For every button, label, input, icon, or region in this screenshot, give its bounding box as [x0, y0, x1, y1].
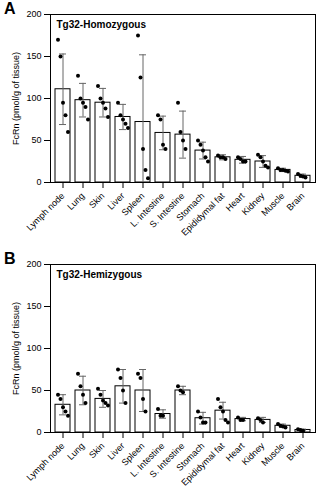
svg-text:Liver: Liver: [105, 440, 127, 462]
svg-text:S. Intestine: S. Intestine: [147, 440, 187, 480]
svg-text:Muscle: Muscle: [259, 191, 286, 218]
svg-text:50: 50: [31, 135, 41, 145]
svg-text:Stomach: Stomach: [174, 440, 207, 473]
svg-text:50: 50: [31, 385, 41, 395]
svg-text:Heart: Heart: [223, 190, 247, 214]
svg-text:Epididymal fat: Epididymal fat: [179, 190, 226, 237]
svg-text:Kidney: Kidney: [239, 190, 267, 218]
svg-text:Heart: Heart: [223, 440, 247, 464]
svg-text:Spleen: Spleen: [119, 440, 147, 468]
svg-text:FcRn (pmol/g of tissue): FcRn (pmol/g of tissue): [11, 52, 21, 145]
svg-text:Muscle: Muscle: [259, 441, 286, 468]
svg-text:Tg32-Hemizygous: Tg32-Hemizygous: [57, 269, 143, 280]
svg-text:S. Intestine: S. Intestine: [147, 190, 187, 230]
svg-text:Lung: Lung: [65, 191, 86, 212]
svg-text:Brain: Brain: [285, 191, 307, 213]
svg-text:150: 150: [26, 51, 41, 61]
svg-text:Brain: Brain: [285, 441, 307, 463]
svg-text:100: 100: [26, 343, 41, 353]
svg-text:200: 200: [26, 9, 41, 19]
svg-text:L. Intestine: L. Intestine: [128, 440, 167, 479]
svg-text:Lymph node: Lymph node: [25, 441, 67, 483]
svg-text:0: 0: [36, 177, 41, 187]
svg-text:0: 0: [36, 427, 41, 437]
html-text:B: B: [4, 250, 16, 267]
svg-text:Lymph node: Lymph node: [25, 191, 67, 233]
svg-text:FcRn (pmol/g of tissue): FcRn (pmol/g of tissue): [11, 302, 21, 395]
svg-text:200: 200: [26, 259, 41, 269]
svg-text:Lung: Lung: [65, 441, 86, 462]
svg-text:Skin: Skin: [87, 191, 106, 210]
svg-text:Stomach: Stomach: [174, 190, 207, 223]
svg-text:100: 100: [26, 93, 41, 103]
html-text:A: A: [4, 0, 16, 17]
svg-text:Tg32-Homozygous: Tg32-Homozygous: [57, 19, 147, 30]
svg-text:L. Intestine: L. Intestine: [128, 190, 167, 229]
svg-text:Epididymal fat: Epididymal fat: [179, 440, 226, 487]
svg-text:Skin: Skin: [87, 441, 106, 460]
svg-text:150: 150: [26, 301, 41, 311]
svg-text:Kidney: Kidney: [239, 440, 267, 468]
svg-text:Spleen: Spleen: [119, 190, 147, 218]
svg-text:Liver: Liver: [105, 190, 127, 212]
